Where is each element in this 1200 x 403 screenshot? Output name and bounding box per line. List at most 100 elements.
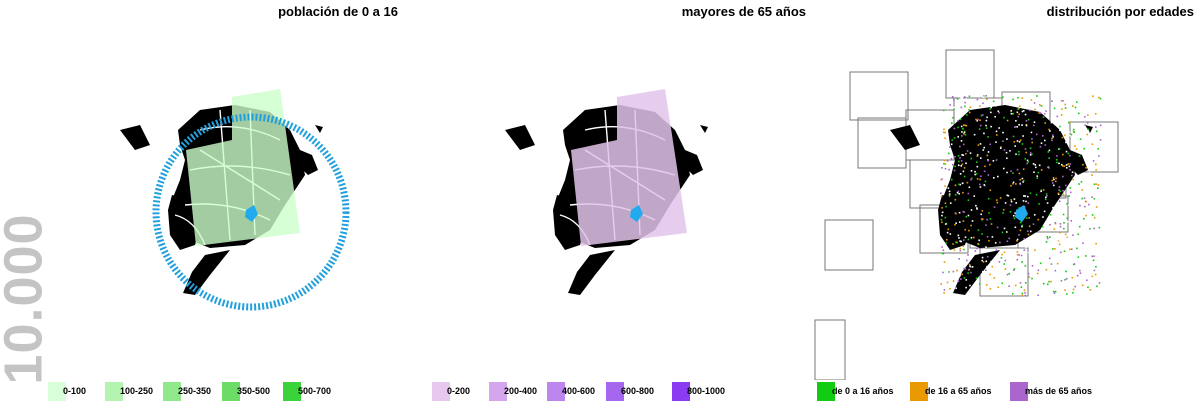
population-dot — [964, 228, 967, 231]
population-dot — [970, 157, 972, 160]
population-dot — [1091, 214, 1094, 216]
population-dot — [1010, 200, 1013, 203]
population-dot — [1001, 282, 1004, 285]
population-dot — [1035, 133, 1038, 136]
population-dot — [968, 186, 971, 189]
legend-swatch — [606, 382, 624, 401]
legend-label: 400-600 — [562, 386, 596, 396]
population-dot — [1068, 116, 1070, 119]
maps — [120, 49, 1119, 380]
population-dot — [1060, 279, 1063, 282]
legend-swatch — [283, 382, 301, 401]
population-dot — [948, 271, 950, 273]
population-dot — [1024, 292, 1026, 294]
population-dot — [1017, 115, 1020, 118]
population-dot — [1010, 170, 1012, 173]
population-dot — [948, 152, 950, 155]
population-dot — [1069, 207, 1072, 209]
population-dot — [976, 207, 978, 209]
population-dot — [989, 273, 991, 276]
population-dot — [970, 169, 973, 172]
population-dot — [962, 245, 964, 247]
population-dot — [981, 218, 984, 221]
population-dot — [1075, 101, 1078, 103]
population-dot — [1025, 119, 1028, 122]
population-dot — [1092, 259, 1095, 262]
population-dot — [970, 237, 973, 239]
panel-title-elderly: mayores de 65 años — [681, 4, 806, 19]
population-dot — [957, 190, 960, 193]
population-dot — [946, 102, 948, 104]
population-dot — [1040, 169, 1043, 171]
population-dot — [1052, 290, 1055, 293]
population-dot — [1010, 199, 1013, 201]
population-dot — [959, 249, 962, 252]
population-dot — [1085, 214, 1087, 217]
population-dot — [954, 223, 956, 226]
population-dot — [1083, 217, 1085, 220]
population-dot — [1094, 144, 1096, 147]
population-dot — [963, 131, 966, 134]
population-dot — [1071, 276, 1074, 279]
population-dot — [1029, 152, 1032, 154]
population-dot — [1012, 182, 1014, 185]
population-dot — [1069, 248, 1071, 251]
legend-label: de 0 a 16 años — [832, 386, 894, 396]
population-dot — [1051, 251, 1054, 254]
population-dot — [945, 222, 948, 225]
population-dot — [1064, 289, 1066, 292]
population-dot — [1062, 100, 1064, 102]
population-dot — [1079, 225, 1081, 228]
population-dot — [958, 211, 961, 214]
population-dot — [1072, 288, 1075, 291]
population-dot — [959, 268, 962, 271]
population-dot — [1013, 269, 1015, 272]
population-dot — [1032, 223, 1035, 225]
population-dot — [1036, 95, 1038, 97]
population-dot — [962, 143, 965, 146]
population-dot — [1068, 195, 1070, 197]
population-dot — [1057, 240, 1060, 242]
population-dot — [989, 287, 992, 290]
population-dot — [950, 266, 952, 268]
population-dot — [944, 216, 947, 219]
population-dot — [1019, 182, 1021, 185]
population-dot — [1067, 152, 1070, 155]
population-dot — [1021, 143, 1024, 145]
population-dot — [1060, 251, 1062, 254]
population-dot — [1064, 233, 1067, 236]
population-dot — [1016, 140, 1019, 142]
population-dot — [1055, 158, 1058, 161]
legend-swatch — [489, 382, 507, 401]
population-dot — [942, 271, 944, 274]
population-dot — [1012, 172, 1014, 174]
population-dot — [1036, 272, 1039, 275]
population-dot — [960, 165, 963, 167]
population-dot — [1064, 107, 1067, 109]
population-dot — [940, 290, 943, 293]
population-dot — [1043, 112, 1046, 115]
population-dot — [994, 242, 997, 244]
population-dot — [968, 229, 970, 232]
population-dot — [1066, 237, 1068, 240]
population-dot — [1019, 139, 1022, 142]
population-dot — [1015, 120, 1017, 122]
legend-swatch — [817, 382, 835, 401]
population-dot — [942, 109, 945, 112]
population-dot — [1030, 99, 1033, 101]
population-dot — [1078, 155, 1081, 157]
population-dot — [1099, 101, 1101, 103]
legend-swatch — [222, 382, 240, 401]
population-dot — [954, 184, 957, 187]
population-dot — [1016, 253, 1019, 256]
population-dot — [1028, 276, 1031, 278]
legend-swatch — [105, 382, 123, 401]
population-dot — [1098, 244, 1100, 246]
population-dot — [1094, 112, 1097, 115]
population-dot — [1068, 165, 1071, 168]
population-dot — [948, 190, 951, 193]
population-dot — [1074, 285, 1077, 288]
location-marker — [630, 205, 643, 222]
population-dot — [1089, 289, 1092, 291]
population-dot — [1010, 110, 1013, 112]
